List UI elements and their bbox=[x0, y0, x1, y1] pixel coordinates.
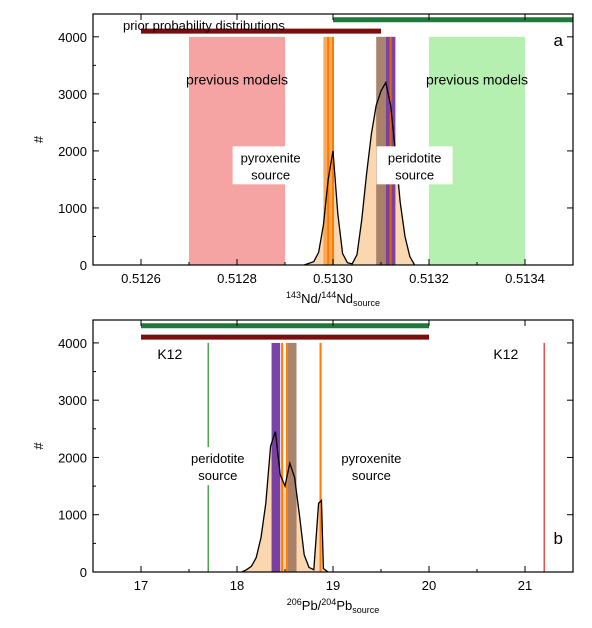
y-tick-label: 0 bbox=[80, 258, 87, 273]
x-axis-label-part: source bbox=[353, 298, 380, 308]
x-tick-label: 20 bbox=[422, 578, 436, 593]
annotation-bg bbox=[376, 146, 453, 185]
x-axis-label-part: Nd/ bbox=[301, 291, 322, 306]
x-axis-label-part: 204 bbox=[321, 597, 336, 607]
annotation-text: peridotite bbox=[388, 150, 441, 165]
y-tick-label: 1000 bbox=[58, 201, 87, 216]
annotation-text: pyroxenite bbox=[341, 451, 401, 466]
annotation-bg bbox=[179, 447, 256, 486]
x-axis-label-part: 206 bbox=[287, 597, 302, 607]
histogram-fill bbox=[241, 431, 329, 572]
x-tick-label: 0.5128 bbox=[217, 271, 257, 286]
reference-label: K12 bbox=[493, 346, 518, 362]
x-tick-label: 21 bbox=[518, 578, 532, 593]
x-axis-label: 206Pb/204Pbsource bbox=[287, 597, 380, 615]
x-tick-label: 0.5132 bbox=[409, 271, 449, 286]
annotation-text: source bbox=[198, 468, 237, 483]
x-tick-label: 0.5130 bbox=[313, 271, 353, 286]
posterior-band bbox=[287, 342, 297, 572]
x-axis-label-part: source bbox=[352, 605, 379, 615]
annotation-bg bbox=[333, 447, 410, 486]
y-tick-label: 2000 bbox=[58, 450, 87, 465]
prior-label: prior probability distributions bbox=[123, 18, 285, 33]
y-tick-label: 2000 bbox=[58, 144, 87, 159]
y-tick-label: 3000 bbox=[58, 393, 87, 408]
region-label: previous models bbox=[426, 72, 528, 88]
x-tick-label: 0.5134 bbox=[505, 271, 545, 286]
x-tick-label: 19 bbox=[326, 578, 340, 593]
posterior-band bbox=[271, 342, 281, 572]
y-axis-label: # bbox=[31, 135, 46, 143]
x-axis-label-part: 144 bbox=[321, 290, 336, 300]
panel-letter: a bbox=[554, 31, 564, 50]
y-tick-label: 0 bbox=[80, 565, 87, 580]
x-axis-label-part: Nd bbox=[336, 291, 353, 306]
chart-panel-b: K12 K12 peridotite source pyroxenite source 17… bbox=[31, 319, 574, 615]
histogram-outline bbox=[241, 431, 329, 573]
x-tick-label: 0.5126 bbox=[121, 271, 161, 286]
y-tick-label: 1000 bbox=[58, 508, 87, 523]
x-tick-label: 18 bbox=[230, 578, 244, 593]
chart-panel-a: previous models previous models pyroxenite… bbox=[31, 13, 574, 308]
y-axis-label: # bbox=[31, 442, 46, 450]
region-label: previous models bbox=[186, 72, 288, 88]
x-axis-label-part: 143 bbox=[286, 290, 301, 300]
x-tick-label: 17 bbox=[134, 578, 148, 593]
panel-letter: b bbox=[554, 529, 563, 548]
x-axis-label-part: Pb bbox=[336, 598, 352, 613]
annotation-text: source bbox=[251, 167, 290, 182]
x-axis-label-part: Pb/ bbox=[302, 598, 322, 613]
y-tick-label: 4000 bbox=[58, 30, 87, 45]
y-tick-label: 3000 bbox=[58, 87, 87, 102]
annotation-text: peridotite bbox=[191, 451, 244, 466]
annotation-text: source bbox=[352, 468, 391, 483]
annotation-text: pyroxenite bbox=[241, 150, 301, 165]
x-axis-label: 143Nd/144Ndsource bbox=[286, 290, 380, 308]
reference-label: K12 bbox=[157, 346, 182, 362]
annotation-bg bbox=[232, 146, 309, 185]
annotation-text: source bbox=[395, 167, 434, 182]
y-tick-label: 4000 bbox=[58, 336, 87, 351]
